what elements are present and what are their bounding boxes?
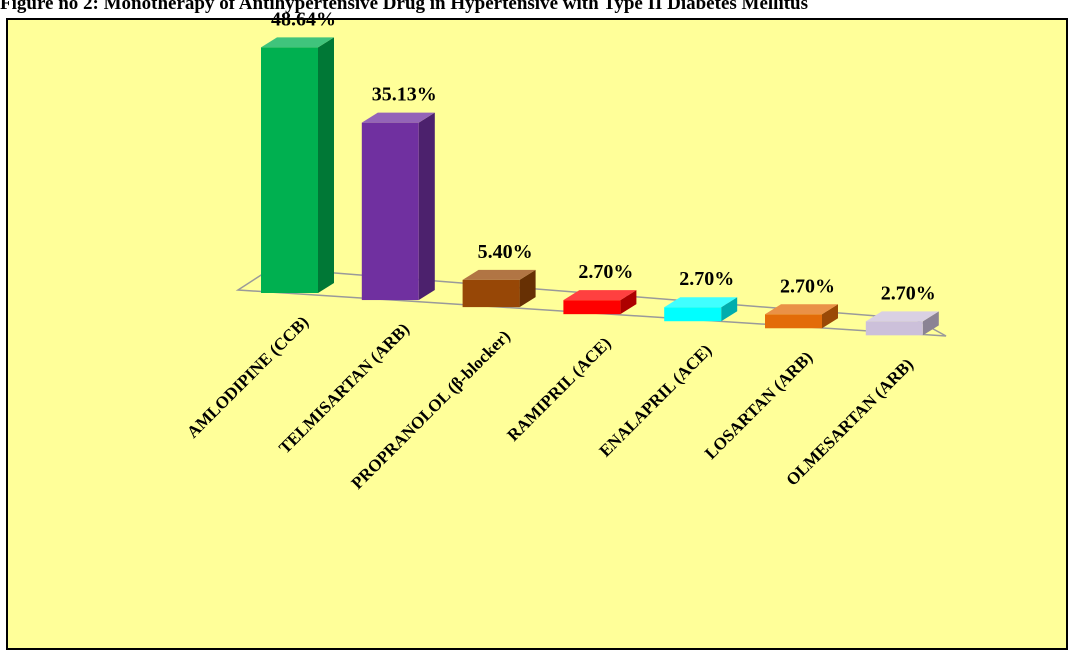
- bar-front: [361, 122, 419, 301]
- bar-front: [865, 321, 923, 336]
- bar-front: [462, 279, 520, 308]
- bar-4: [563, 290, 637, 315]
- bar-front: [261, 47, 318, 294]
- bar-side: [822, 304, 838, 329]
- bar-top: [865, 311, 939, 322]
- bar-3: [462, 269, 536, 308]
- figure-caption: Figure no 2: Monotherapy of Antihyperten…: [0, 0, 809, 14]
- value-label-3: 5.40%: [478, 241, 533, 263]
- category-label-5: ENALAPRIL (ACE): [596, 341, 716, 461]
- value-label-5: 2.70%: [679, 268, 734, 290]
- bar-top: [261, 37, 334, 48]
- value-label-6: 2.70%: [780, 275, 835, 297]
- value-label-1: 48.64%: [271, 8, 336, 30]
- bar-2: [361, 112, 435, 301]
- category-label-6: LOSARTAN (ARB): [701, 348, 816, 463]
- bar-5: [664, 297, 738, 322]
- category-label-1: AMLODIPINE (CCB): [183, 312, 312, 441]
- value-label-2: 35.13%: [372, 84, 437, 106]
- bar-side: [922, 311, 939, 336]
- bar-1: [261, 37, 334, 294]
- bar-front: [563, 300, 621, 315]
- bar-side: [418, 112, 435, 301]
- bar-side: [318, 37, 334, 294]
- bar-top: [361, 112, 435, 123]
- value-label-7: 2.70%: [881, 282, 936, 304]
- bar-side: [519, 269, 536, 308]
- bar-side: [620, 290, 637, 315]
- category-label-4: RAMIPRIL (ACE): [503, 334, 614, 445]
- category-label-7: OLMESARTAN (ARB): [782, 355, 917, 490]
- value-label-4: 2.70%: [578, 261, 633, 283]
- bar-front: [765, 314, 822, 329]
- bar-side: [721, 297, 738, 322]
- bar-6: [765, 304, 838, 329]
- bar-top: [765, 304, 838, 315]
- bar-top: [563, 290, 637, 301]
- bar-top: [462, 269, 536, 280]
- bar-front: [664, 307, 722, 322]
- bar-top: [664, 297, 738, 308]
- bar-7: [865, 311, 939, 336]
